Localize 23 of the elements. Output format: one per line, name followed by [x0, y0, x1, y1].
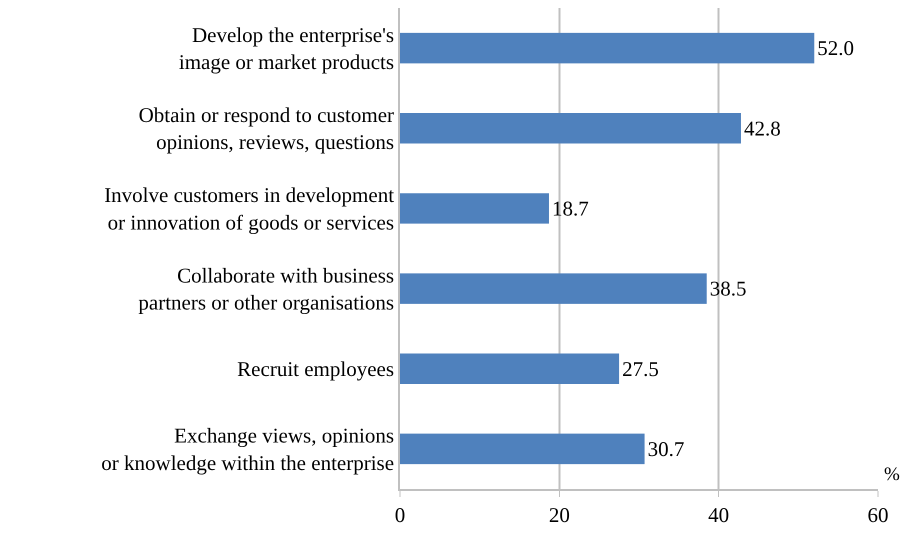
y-tick-label: Involve customers in development or innovation of goods or services [104, 183, 394, 234]
data-label: 18.7 [552, 196, 589, 220]
data-label: 38.5 [710, 276, 746, 301]
data-label: 42.8 [744, 116, 781, 140]
bar [400, 434, 645, 464]
y-tick-label: Obtain or respond to customer opinions, reviews, questions [138, 102, 394, 154]
x-tick-label: 60 [868, 502, 888, 527]
x-tick-label: 0 [394, 502, 406, 527]
data-label: 27.5 [622, 356, 659, 381]
bar [400, 273, 707, 304]
bar [400, 354, 620, 384]
y-tick-label: Develop the enterprise's image or market products [178, 22, 394, 74]
bar [400, 32, 814, 64]
x-axis-title: % [884, 464, 900, 485]
x-tick-label: 20 [548, 502, 570, 527]
data-label: 52.0 [817, 36, 854, 60]
y-tick-label: Exchange views, opinions or knowledge within the enterprise [101, 424, 394, 475]
y-tick-label: Collaborate with business partners or other organisations [138, 263, 394, 315]
bar [400, 193, 549, 224]
bar [400, 113, 741, 144]
data-label: 30.7 [648, 436, 684, 461]
y-tick-label: Recruit employees [237, 357, 394, 382]
x-tick-label: 40 [708, 502, 730, 527]
